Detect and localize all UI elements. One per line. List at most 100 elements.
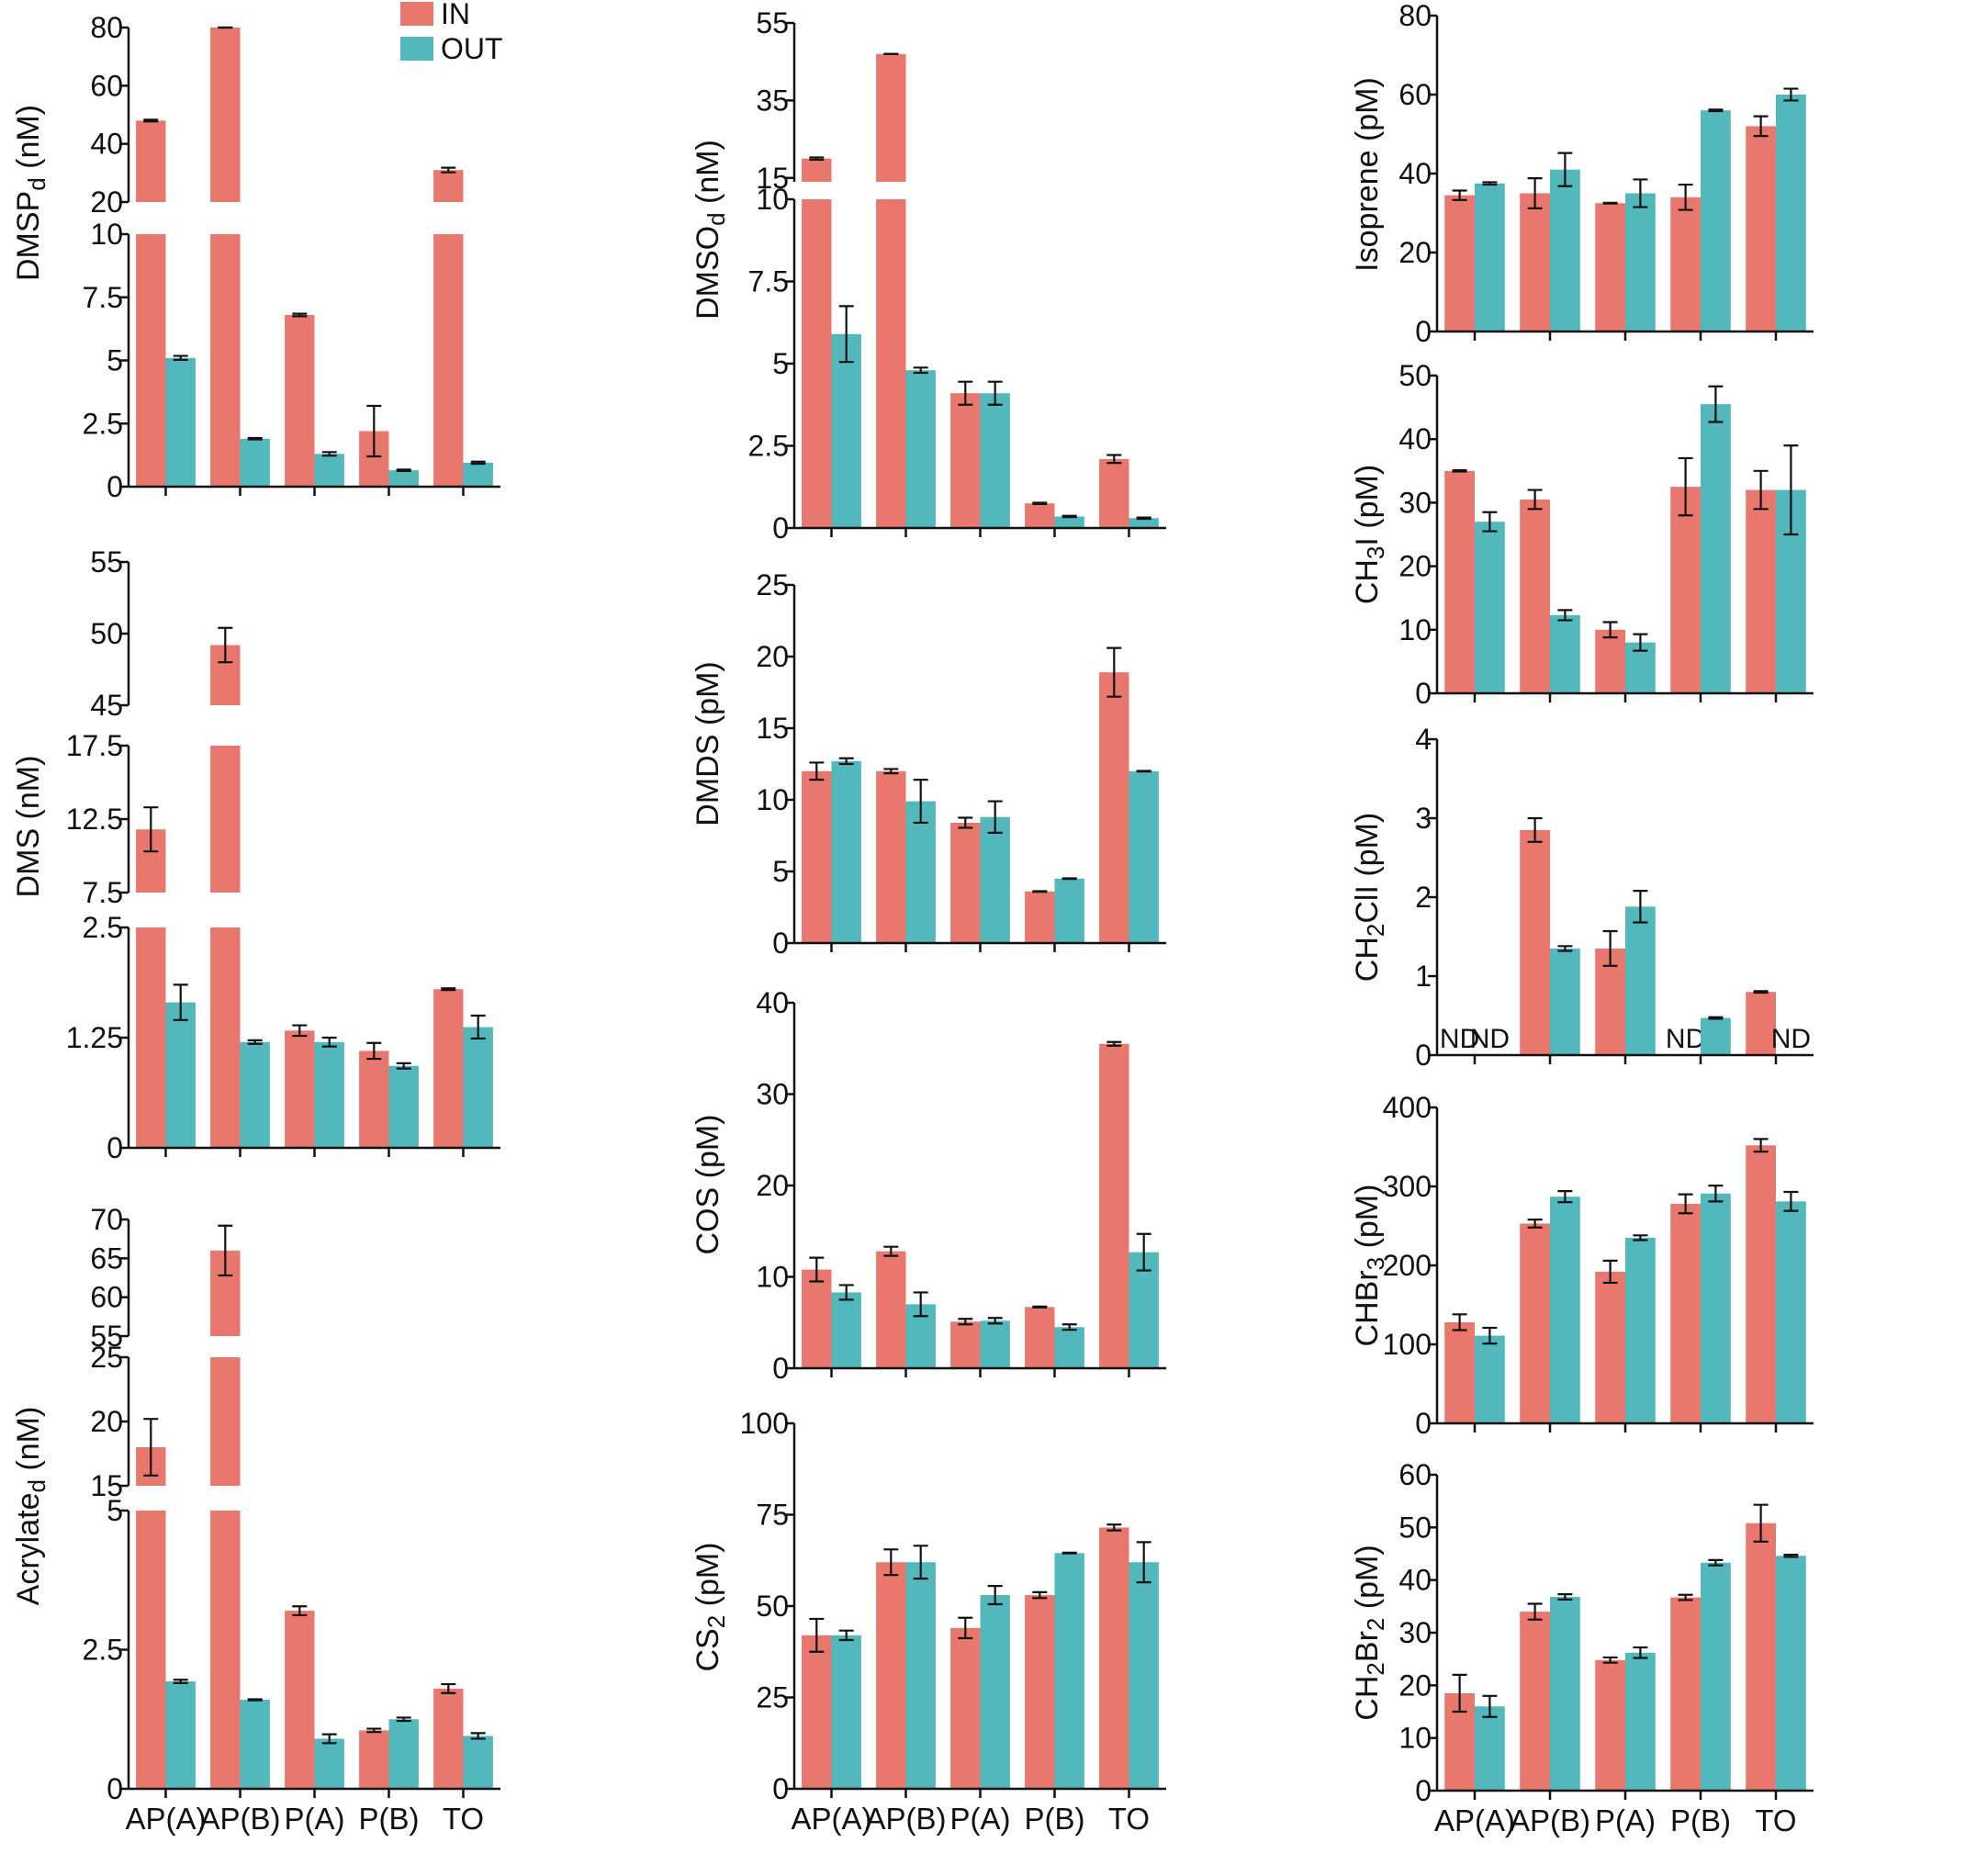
- bar-out-apa: [165, 1681, 196, 1789]
- bar-in-pb: [1670, 1203, 1701, 1423]
- bar-in-to: [433, 1688, 464, 1789]
- y-tick-label: 0: [772, 1352, 789, 1385]
- y-axis-label: Acrylated (nM): [11, 1407, 51, 1606]
- bar-in-to: [1746, 126, 1776, 331]
- bar-out-apa: [1475, 1335, 1505, 1423]
- error-bar: [838, 757, 854, 766]
- bar-out-pa: [1625, 906, 1656, 1055]
- bar-in-pb: [1670, 197, 1701, 331]
- x-category-label: TO: [443, 1802, 484, 1836]
- bar-in-to: [1099, 1043, 1129, 1368]
- error-bar: [1783, 1190, 1799, 1212]
- error-bar: [958, 1318, 973, 1326]
- error-bar: [1527, 489, 1543, 511]
- bar-out-pb: [1701, 110, 1731, 331]
- bar-in-apa: [1444, 1321, 1475, 1423]
- bar-out-pb: [388, 470, 419, 487]
- bar-out-pa: [314, 454, 344, 487]
- error-bar: [173, 1679, 188, 1684]
- nd-label: ND: [1440, 1024, 1479, 1054]
- y-tick-label: 200: [1383, 1249, 1432, 1282]
- y-tick-label: 60: [1398, 78, 1432, 111]
- error-bar: [1106, 454, 1122, 465]
- bar-in-pb: [1670, 487, 1701, 693]
- y-tick-label: 0: [1415, 1039, 1432, 1072]
- error-bar: [441, 987, 456, 992]
- error-bar: [1061, 1551, 1077, 1555]
- bar-in-apa: [802, 199, 832, 528]
- panel-cs2: 0 25 50 75 100 CS2 (pM): [691, 1407, 1166, 1805]
- bar-out-to: [1129, 770, 1159, 943]
- y-tick-label: 30: [756, 1078, 789, 1111]
- y-axis-label: CH2ClI (pM): [1350, 813, 1389, 982]
- y-tick-label: 0: [1415, 677, 1432, 710]
- y-tick-label: 50: [1398, 1511, 1432, 1544]
- bar-out-pb: [1054, 878, 1084, 943]
- y-tick-label: 400: [1383, 1091, 1432, 1124]
- bar-out-pb: [1054, 1553, 1084, 1789]
- bar-in-apb: [1520, 829, 1550, 1055]
- error-bar: [321, 1733, 337, 1745]
- y-tick-label: 0: [772, 1772, 789, 1805]
- y-tick-label: 40: [90, 128, 123, 161]
- error-bar: [1708, 108, 1724, 113]
- y-tick-label: 45: [90, 689, 123, 722]
- error-bar: [1602, 621, 1618, 639]
- y-tick-label: 10: [756, 183, 789, 216]
- error-bar: [1482, 1694, 1498, 1718]
- panel-isoprene: 0 20 40 60 80 Isoprene (pM): [1350, 0, 1814, 348]
- bar-out-apb: [1550, 948, 1580, 1055]
- error-bar: [1557, 1190, 1573, 1204]
- bar-out-pb: [388, 1065, 419, 1148]
- y-tick-label: 4: [1415, 723, 1432, 756]
- error-bar: [883, 1548, 899, 1577]
- x-category-label: AP(B): [1510, 1803, 1590, 1837]
- bar-out-pa: [314, 1738, 344, 1789]
- error-bar: [396, 1716, 411, 1723]
- bar-out-pa: [980, 1595, 1010, 1789]
- bar-in-pa: [1595, 1659, 1625, 1791]
- bar-in-apb: [210, 746, 241, 893]
- error-bar: [292, 312, 308, 318]
- bar-out-apa: [165, 1002, 196, 1148]
- error-bar: [987, 380, 1003, 406]
- error-bar: [441, 166, 456, 174]
- y-tick-label: 0: [1415, 315, 1432, 348]
- error-bar: [292, 1024, 308, 1038]
- y-tick-label: 2: [1415, 881, 1432, 914]
- y-tick-label: 3: [1415, 802, 1432, 835]
- error-bar: [1753, 115, 1769, 138]
- y-tick-label: 50: [90, 617, 123, 650]
- bar-in-to: [1746, 992, 1776, 1055]
- x-category-label: P(A): [1595, 1803, 1656, 1837]
- bar-in-pb: [359, 1051, 389, 1148]
- y-axis-label: CH2Br2 (pM): [1350, 1545, 1389, 1720]
- error-bar: [1061, 1323, 1077, 1332]
- bar-in-to: [433, 989, 464, 1148]
- x-category-label: P(B): [359, 1802, 420, 1836]
- bar-in-apa: [136, 927, 166, 1148]
- bar-in-apb: [210, 234, 241, 487]
- bar-out-apb: [1550, 614, 1580, 693]
- bar-out-apb: [905, 370, 936, 528]
- y-axis-label: DMSOd (nM): [691, 140, 730, 320]
- x-category-label: P(B): [1025, 1802, 1085, 1836]
- error-bar: [143, 118, 159, 123]
- y-tick-label: 20: [756, 640, 789, 673]
- bar-out-pb: [1701, 404, 1731, 693]
- bar-in-to: [1746, 1145, 1776, 1423]
- y-tick-label: 2.5: [83, 1634, 123, 1667]
- y-tick-label: 80: [1398, 0, 1432, 32]
- bar-in-apa: [136, 1511, 166, 1789]
- bar-in-apa: [802, 770, 832, 943]
- bar-out-apb: [240, 438, 270, 487]
- y-axis-label: DMSPd (nM): [11, 105, 51, 281]
- y-tick-label: 300: [1383, 1170, 1432, 1203]
- y-tick-label: 80: [90, 11, 123, 44]
- bar-out-apb: [905, 1562, 936, 1789]
- y-tick-label: 50: [756, 1590, 789, 1623]
- error-bar: [321, 1036, 337, 1048]
